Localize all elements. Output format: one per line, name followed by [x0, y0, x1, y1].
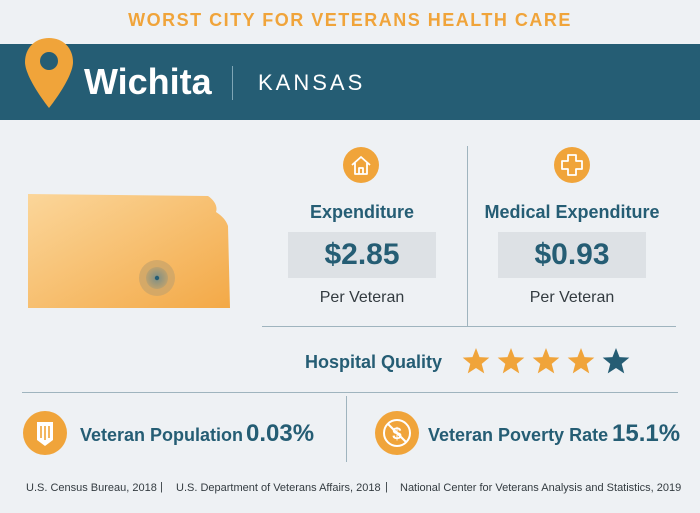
- stats-top-rule: [22, 392, 678, 393]
- medical-expenditure-unit: Per Veteran: [529, 289, 615, 306]
- metrics-bottom-rule: [262, 326, 676, 327]
- metrics-divider: [467, 146, 468, 326]
- house-icon: [343, 147, 379, 183]
- banner-divider: [232, 66, 233, 100]
- source-separator: |: [385, 481, 388, 493]
- city-banner: [0, 44, 700, 120]
- expenditure-title: Expenditure: [309, 202, 415, 222]
- veteran-population-label: Veteran Population: [80, 425, 244, 445]
- expenditure-value: $2.85: [288, 232, 436, 278]
- rating-star-empty: [602, 348, 630, 374]
- rating-star-filled: [462, 348, 490, 374]
- hospital-quality-rating: [462, 348, 630, 374]
- rating-star-filled: [532, 348, 560, 374]
- kansas-map: [28, 194, 230, 308]
- expenditure-unit: Per Veteran: [319, 289, 405, 306]
- stats-divider: [346, 396, 347, 462]
- hospital-quality-label: Hospital Quality: [305, 352, 443, 372]
- page-headline: WORST CITY FOR VETERANS HEALTH CARE: [128, 10, 572, 30]
- source-va: U.S. Department of Veterans Affairs, 201…: [176, 482, 381, 494]
- source-census: U.S. Census Bureau, 2018: [26, 482, 157, 494]
- veteran-population-value: 0.03%: [246, 420, 315, 447]
- no-dollar-icon: $: [375, 411, 419, 455]
- location-pin-icon: [25, 38, 73, 108]
- rating-star-filled: [567, 348, 595, 374]
- military-rank-icon: [23, 411, 67, 455]
- source-separator: |: [160, 481, 163, 493]
- veteran-poverty-value: 15.1%: [612, 420, 681, 447]
- source-ncvas: National Center for Veterans Analysis an…: [400, 482, 682, 494]
- rating-star-filled: [497, 348, 525, 374]
- city-name: Wichita: [84, 61, 212, 102]
- veteran-poverty-label: Veteran Poverty Rate: [428, 425, 609, 445]
- medical-expenditure-value: $0.93: [498, 232, 646, 278]
- state-name: KANSAS: [258, 70, 366, 95]
- medical-expenditure-title: Medical Expenditure: [484, 202, 660, 222]
- medical-cross-icon: [554, 147, 590, 183]
